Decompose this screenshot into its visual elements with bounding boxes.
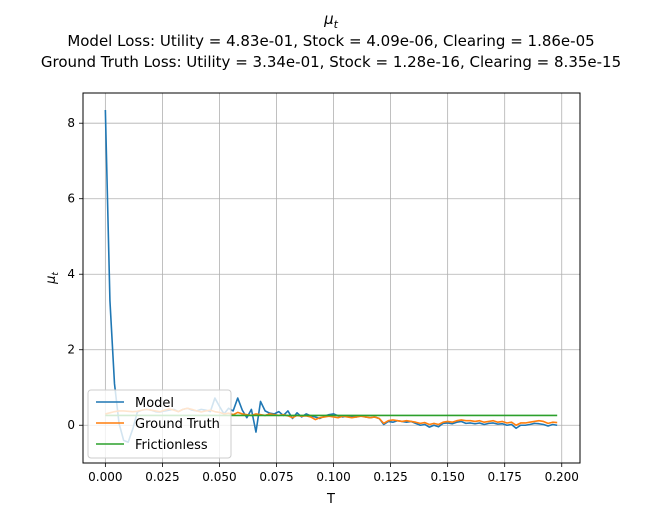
chart-title-line-2: Model Loss: Utility = 4.83e-01, Stock = …	[67, 32, 594, 50]
y-tick-label: 6	[67, 192, 75, 206]
x-tick-label: 0.025	[145, 470, 179, 484]
x-tick-label: 0.125	[373, 470, 407, 484]
y-tick-label: 2	[67, 343, 75, 357]
plot-frame	[82, 92, 581, 464]
x-tick-label: 0.050	[202, 470, 236, 484]
y-axis-ticks: 0 2 4 6 8	[67, 116, 83, 432]
x-tick-label: 0.150	[430, 470, 464, 484]
x-tick-label: 0.175	[488, 470, 522, 484]
x-tick-label: 0.000	[88, 470, 122, 484]
legend-label-ground-truth: Ground Truth	[135, 417, 220, 432]
x-tick-label: 0.075	[259, 470, 293, 484]
x-axis-ticks: 0.000 0.025 0.050 0.075 0.100 0.125 0.150 0.175…	[88, 463, 579, 484]
y-tick-label: 4	[67, 267, 75, 281]
y-axis-label: μt	[44, 272, 61, 285]
y-tick-label: 8	[67, 116, 75, 130]
x-axis-label: T	[326, 492, 335, 507]
y-tick-label: 0	[67, 418, 75, 432]
legend-label-model: Model	[135, 396, 174, 411]
chart-title-line-3: Ground Truth Loss: Utility = 3.34e-01, S…	[41, 53, 621, 71]
x-tick-label: 0.100	[316, 470, 350, 484]
legend-label-frictionless: Frictionless	[135, 438, 208, 453]
legend-box	[87, 389, 232, 459]
x-tick-label: 0.200	[545, 470, 579, 484]
chart-title-line-1: μt	[323, 10, 339, 31]
legend: Model Ground Truth Frictionless	[87, 389, 232, 459]
